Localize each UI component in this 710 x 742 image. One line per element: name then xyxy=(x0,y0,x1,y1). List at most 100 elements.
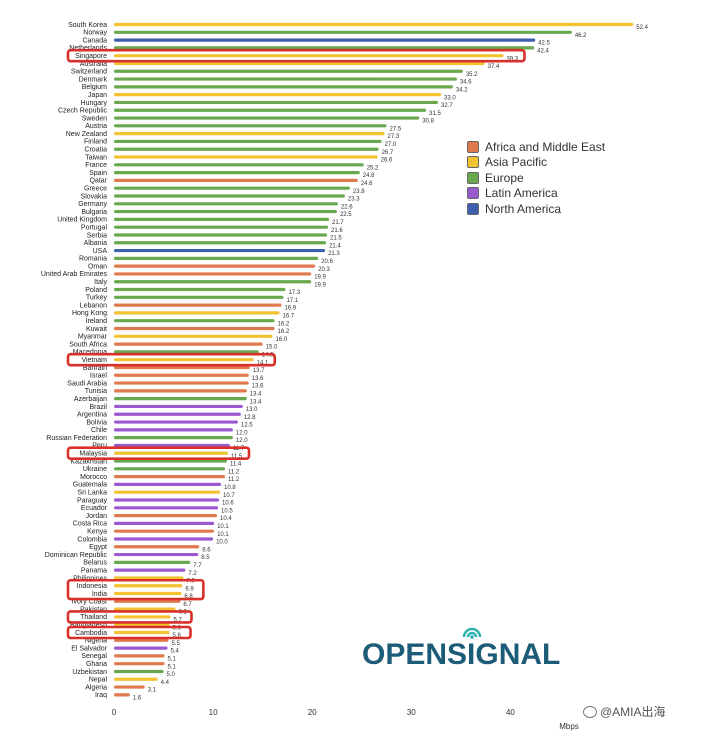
value-label: 27.0 xyxy=(385,142,397,148)
bar xyxy=(114,412,241,416)
legend-item-asia-pacific: Asia Pacific xyxy=(467,155,605,171)
bar xyxy=(114,545,200,549)
value-label: 11.4 xyxy=(230,462,242,468)
bar xyxy=(114,311,280,315)
value-label: 6.7 xyxy=(183,602,192,608)
x-tick-label: 0 xyxy=(112,708,117,717)
bar xyxy=(114,443,230,448)
legend-swatch xyxy=(467,140,479,153)
value-label: 13.6 xyxy=(252,384,264,390)
category-label: Bolivia xyxy=(86,419,107,426)
bar xyxy=(114,194,345,198)
bar xyxy=(114,373,249,377)
category-label: Panama xyxy=(81,567,107,574)
bar xyxy=(114,163,364,167)
value-label: 23.8 xyxy=(353,189,365,195)
value-label: 12.0 xyxy=(236,430,248,436)
bar xyxy=(114,662,165,666)
value-label: 35.2 xyxy=(466,72,478,78)
bar xyxy=(114,272,312,276)
bar xyxy=(114,241,327,245)
bars xyxy=(114,22,634,697)
bar xyxy=(114,397,247,401)
bar xyxy=(114,482,222,486)
category-label: Ecuador xyxy=(81,505,108,512)
value-label: 16.7 xyxy=(283,314,295,320)
category-label: Kazakhstan xyxy=(70,458,107,465)
category-label: Philippines xyxy=(73,575,107,582)
value-label: 26.6 xyxy=(381,158,393,164)
category-label: Belarus xyxy=(83,560,107,567)
bar xyxy=(114,186,350,190)
bar xyxy=(114,61,485,66)
category-label: Kenya xyxy=(87,528,107,535)
x-tick-label: 10 xyxy=(209,708,218,717)
legend-label: Africa and Middle East xyxy=(485,139,606,154)
value-label: 14.1 xyxy=(257,360,269,366)
value-label: 8.6 xyxy=(202,547,211,553)
value-label: 17.1 xyxy=(286,298,298,304)
value-label: 7.2 xyxy=(188,571,197,577)
value-label: 24.6 xyxy=(361,181,373,187)
value-label: 27.3 xyxy=(388,134,400,140)
logo-text-part1: OPENS xyxy=(362,638,468,671)
legend-label: North America xyxy=(485,201,562,216)
bar xyxy=(114,30,572,34)
category-label: Indonesia xyxy=(77,583,107,590)
category-label: Canada xyxy=(82,37,107,44)
value-label: 11.5 xyxy=(231,454,243,460)
bar xyxy=(114,264,316,268)
category-label: Nepal xyxy=(89,677,108,684)
bar xyxy=(114,521,215,525)
legend-label: Asia Pacific xyxy=(485,155,548,170)
bar xyxy=(114,607,176,611)
bar xyxy=(114,428,233,432)
category-label: Kuwait xyxy=(86,326,107,333)
bar xyxy=(114,451,228,455)
value-label: 19.9 xyxy=(314,282,326,288)
category-label: Dominican Republic xyxy=(45,552,108,559)
bar xyxy=(114,350,259,354)
bar xyxy=(114,529,215,533)
category-labels: South KoreaNorwayCanadaNetherlandsSingap… xyxy=(41,22,108,699)
bar xyxy=(114,22,634,27)
category-label: Netherlands xyxy=(69,45,107,52)
value-label: 42.5 xyxy=(538,41,550,47)
category-label: Japan xyxy=(88,92,107,99)
value-label: 21.5 xyxy=(330,236,342,242)
value-label: 23.3 xyxy=(348,197,360,203)
bar xyxy=(114,591,182,596)
category-label: Serbia xyxy=(87,232,107,239)
value-label: 5.6 xyxy=(173,633,182,639)
wechat-icon xyxy=(583,705,597,718)
bar xyxy=(114,295,284,299)
legend-item-europe: Europe xyxy=(467,170,605,186)
category-label: Cambodia xyxy=(75,630,107,637)
category-label: Jordan xyxy=(86,513,108,520)
category-label: Ukraine xyxy=(83,466,107,473)
value-label: 1.6 xyxy=(133,695,142,701)
category-label: Pakistan xyxy=(80,606,107,613)
value-label: 34.6 xyxy=(460,80,472,86)
value-label: 13.6 xyxy=(252,376,264,382)
category-label: Israel xyxy=(90,373,108,380)
bar xyxy=(114,132,385,136)
category-label: Germany xyxy=(78,201,107,208)
category-label: Bulgaria xyxy=(81,209,107,216)
category-label: Argentina xyxy=(77,412,107,419)
value-label: 16.0 xyxy=(276,337,288,343)
category-label: Romania xyxy=(79,256,107,263)
value-label: 17.3 xyxy=(288,290,300,296)
value-label: 6.9 xyxy=(185,586,194,592)
bar xyxy=(114,116,420,120)
value-label: 31.5 xyxy=(429,111,441,117)
value-label: 21.7 xyxy=(332,220,344,226)
bar xyxy=(114,389,247,393)
category-label: Vietnam xyxy=(81,357,107,364)
logo-text-part2: I xyxy=(462,627,482,670)
bar xyxy=(114,677,158,681)
value-label: 5.1 xyxy=(168,664,177,670)
legend-swatch xyxy=(467,202,479,215)
bar xyxy=(114,85,453,89)
category-label: Thailand xyxy=(80,614,107,621)
